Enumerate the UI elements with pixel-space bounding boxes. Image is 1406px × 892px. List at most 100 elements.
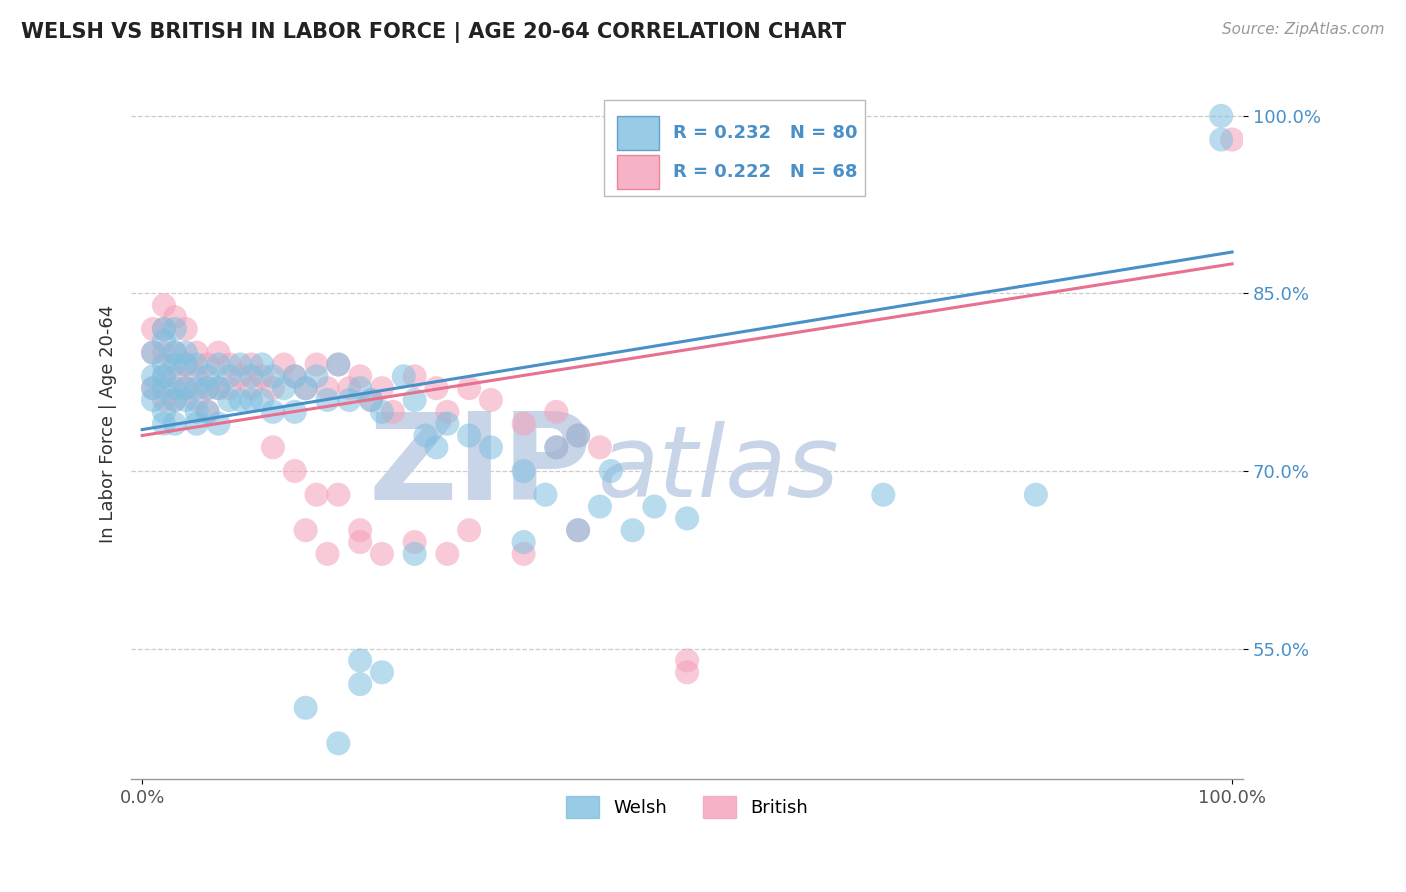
Point <box>305 488 328 502</box>
Point <box>240 392 263 407</box>
Point <box>153 369 176 384</box>
Point <box>284 369 307 384</box>
Point <box>567 428 589 442</box>
Point <box>153 392 176 407</box>
Point <box>676 665 699 680</box>
Point <box>305 358 328 372</box>
Point <box>360 392 382 407</box>
Point <box>197 405 219 419</box>
Point <box>186 392 208 407</box>
Point <box>262 381 284 395</box>
Point <box>371 405 394 419</box>
Point <box>567 523 589 537</box>
Point <box>174 381 197 395</box>
Point <box>534 488 557 502</box>
Text: R = 0.222   N = 68: R = 0.222 N = 68 <box>672 163 858 181</box>
Point <box>425 381 447 395</box>
Point <box>512 535 534 549</box>
Legend: Welsh, British: Welsh, British <box>560 789 815 825</box>
Point <box>142 381 165 395</box>
Point <box>142 392 165 407</box>
Point <box>153 298 176 312</box>
Point <box>142 322 165 336</box>
Point <box>197 369 219 384</box>
Point <box>153 405 176 419</box>
Text: atlas: atlas <box>598 421 839 518</box>
Point <box>337 392 360 407</box>
Point <box>262 369 284 384</box>
Point <box>229 358 252 372</box>
Text: ZIP: ZIP <box>368 408 592 524</box>
Point <box>163 369 186 384</box>
Point <box>142 345 165 359</box>
Point <box>643 500 665 514</box>
Point <box>360 392 382 407</box>
Point <box>207 345 229 359</box>
Point <box>163 358 186 372</box>
Point <box>250 392 273 407</box>
Point <box>153 358 176 372</box>
Point <box>163 345 186 359</box>
Point <box>328 358 350 372</box>
Point <box>479 441 502 455</box>
Point <box>294 701 316 715</box>
Point <box>218 381 240 395</box>
Point <box>294 523 316 537</box>
Point <box>349 369 371 384</box>
Point <box>567 428 589 442</box>
Point <box>599 464 621 478</box>
Point <box>229 392 252 407</box>
Point <box>240 369 263 384</box>
Point <box>186 369 208 384</box>
Point <box>328 358 350 372</box>
Point <box>294 381 316 395</box>
Point <box>328 488 350 502</box>
Point <box>153 334 176 348</box>
Point <box>458 381 481 395</box>
Point <box>546 441 568 455</box>
Point <box>337 381 360 395</box>
Point <box>174 358 197 372</box>
Point <box>153 322 176 336</box>
Point <box>546 441 568 455</box>
Point <box>621 523 644 537</box>
Point <box>512 547 534 561</box>
Point <box>479 392 502 407</box>
Point <box>404 392 426 407</box>
Point <box>207 358 229 372</box>
Point <box>676 511 699 525</box>
Point <box>240 358 263 372</box>
FancyBboxPatch shape <box>617 116 659 150</box>
Point <box>186 405 208 419</box>
Point <box>316 381 339 395</box>
Point <box>425 441 447 455</box>
Point <box>512 464 534 478</box>
Point <box>207 381 229 395</box>
Point <box>250 369 273 384</box>
Point <box>218 369 240 384</box>
Y-axis label: In Labor Force | Age 20-64: In Labor Force | Age 20-64 <box>100 304 117 543</box>
Point <box>1220 132 1243 146</box>
Point <box>273 381 295 395</box>
Point <box>349 535 371 549</box>
Point <box>163 381 186 395</box>
Point <box>284 464 307 478</box>
Point <box>371 547 394 561</box>
Point <box>153 322 176 336</box>
Point <box>284 405 307 419</box>
Point <box>436 405 458 419</box>
Point <box>153 369 176 384</box>
Point <box>163 392 186 407</box>
Point <box>1025 488 1047 502</box>
Point <box>153 381 176 395</box>
Text: R = 0.232   N = 80: R = 0.232 N = 80 <box>672 124 858 142</box>
Point <box>589 441 612 455</box>
Point <box>142 345 165 359</box>
Point <box>174 345 197 359</box>
Point <box>371 665 394 680</box>
Point <box>197 381 219 395</box>
Point <box>676 653 699 667</box>
Point <box>197 358 219 372</box>
Point <box>174 392 197 407</box>
Point <box>546 405 568 419</box>
